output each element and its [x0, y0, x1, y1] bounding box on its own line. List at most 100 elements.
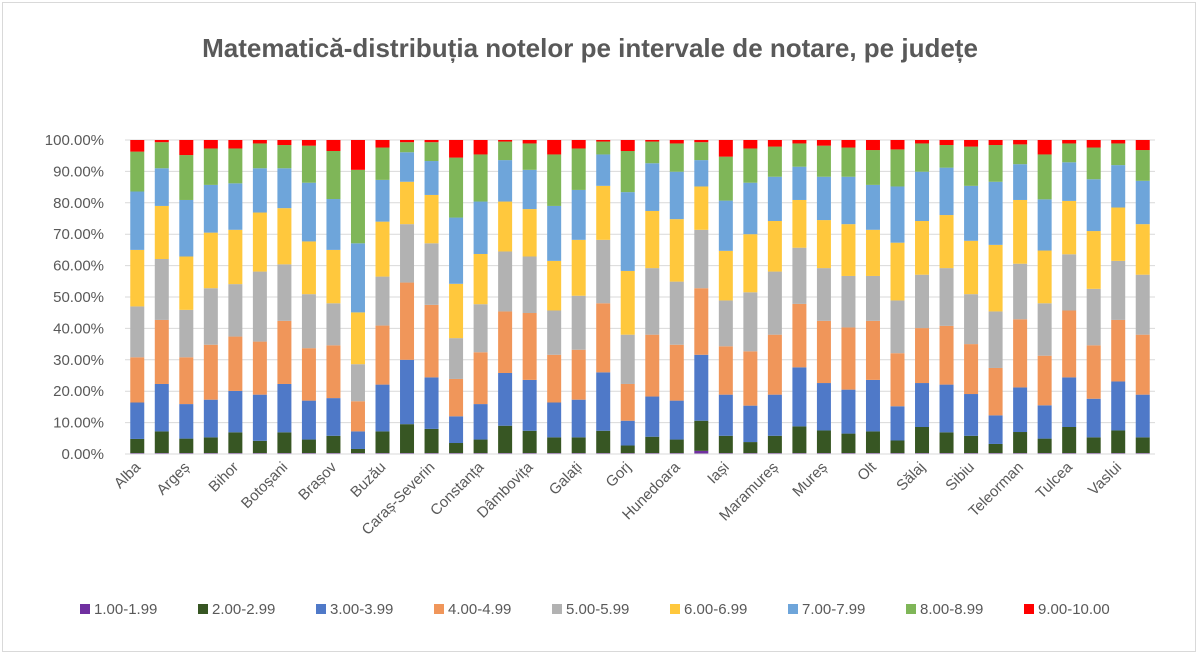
- x-tick-label: Olt: [854, 458, 880, 484]
- bar-segment: [1111, 207, 1126, 261]
- y-tick-label: 20.00%: [53, 383, 104, 400]
- bar-segment: [252, 394, 267, 441]
- bar-segment: [1111, 430, 1126, 454]
- bar-segment: [130, 140, 145, 152]
- y-tick-label: 30.00%: [53, 352, 104, 369]
- bar-segment: [1013, 263, 1028, 320]
- bar-segment: [841, 327, 856, 390]
- bar-segment: [326, 435, 341, 454]
- bar-segment: [473, 253, 488, 305]
- bar-segment: [203, 140, 218, 149]
- bar-segment: [865, 184, 880, 230]
- bar-segment: [522, 313, 537, 380]
- bar-segment: [915, 140, 930, 144]
- bar-segment: [694, 140, 709, 143]
- bar-segment: [1013, 319, 1028, 388]
- chart-title: Matematică-distribuția notelor pe interv…: [202, 33, 978, 63]
- bar-segment: [669, 171, 684, 220]
- bar-segment: [890, 186, 905, 243]
- bar-segment: [179, 438, 194, 454]
- bar-segment: [1135, 140, 1150, 151]
- bar-segment: [767, 334, 782, 395]
- bar-segment: [1135, 437, 1150, 454]
- bar-segment: [179, 155, 194, 200]
- bar-segment: [1086, 345, 1101, 399]
- bar-segment: [988, 145, 1003, 182]
- bar-segment: [1037, 438, 1052, 454]
- bar-segment: [498, 251, 513, 312]
- bar-segment: [645, 436, 660, 454]
- bar-segment: [718, 250, 733, 301]
- bar-segment: [1062, 162, 1077, 201]
- bar-segment: [130, 402, 145, 439]
- bar-segment: [424, 428, 439, 454]
- bar-segment: [301, 348, 316, 401]
- bar-segment: [277, 383, 292, 433]
- bar-segment: [1135, 274, 1150, 335]
- bar-segment: [841, 147, 856, 177]
- bar-segment: [571, 399, 586, 438]
- legend-label: 7.00-7.99: [802, 601, 865, 618]
- bar-segment: [718, 156, 733, 201]
- bar-segment: [939, 432, 954, 454]
- bar-segment: [816, 176, 831, 221]
- bar-segment: [915, 171, 930, 222]
- bar-segment: [522, 379, 537, 431]
- bar-segment: [571, 239, 586, 296]
- bar-segment: [400, 142, 415, 153]
- bar-segment: [964, 240, 979, 295]
- bar-segment: [424, 161, 439, 195]
- bar-segment: [301, 241, 316, 295]
- bar-segment: [915, 328, 930, 384]
- bar-segment: [252, 168, 267, 213]
- bar-segment: [645, 210, 660, 269]
- x-tick-label: Brașov: [295, 458, 340, 503]
- y-tick-label: 0.00%: [61, 446, 104, 463]
- bar-segment: [449, 378, 464, 417]
- bar-segment: [865, 150, 880, 185]
- bar-segment: [767, 394, 782, 436]
- bar-segment: [203, 148, 218, 185]
- bar-segment: [1111, 319, 1126, 382]
- bar-segment: [547, 260, 562, 311]
- bar-segment: [424, 304, 439, 378]
- bar-segment: [449, 140, 464, 158]
- bar-segment: [571, 140, 586, 149]
- bar-segment: [669, 344, 684, 401]
- bar-segment: [400, 424, 415, 454]
- bar-segment: [375, 140, 390, 148]
- bar-segment: [645, 141, 660, 164]
- bar-segment: [473, 352, 488, 405]
- bar-segment: [596, 303, 611, 373]
- bar-segment: [326, 140, 341, 151]
- bar-segment: [1135, 180, 1150, 225]
- bar-segment: [400, 181, 415, 225]
- bar-segment: [350, 401, 365, 432]
- bar-segment: [939, 140, 954, 146]
- bar-segment: [498, 160, 513, 202]
- bar-segment: [350, 364, 365, 402]
- bar-segment: [816, 383, 831, 431]
- bar-segment: [424, 377, 439, 429]
- bar-segment: [939, 268, 954, 326]
- bar-segment: [277, 145, 292, 169]
- bar-segment: [400, 140, 415, 143]
- bar-segment: [1037, 154, 1052, 200]
- bar-segment: [988, 181, 1003, 245]
- bar-segment: [1037, 355, 1052, 406]
- bar-segment: [939, 215, 954, 269]
- bar-segment: [130, 191, 145, 250]
- bar-segment: [375, 325, 390, 385]
- bar-segment: [228, 284, 243, 337]
- bar-segment: [694, 160, 709, 187]
- bar-segment: [816, 320, 831, 384]
- bar-segment: [547, 140, 562, 155]
- y-tick-label: 50.00%: [53, 289, 104, 306]
- bar-segment: [669, 400, 684, 440]
- bar-segment: [964, 344, 979, 395]
- bar-segment: [1062, 377, 1077, 427]
- bar-segment: [547, 402, 562, 438]
- bar-segment: [350, 312, 365, 365]
- bar-segment: [1062, 143, 1077, 163]
- bar-segment: [252, 212, 267, 272]
